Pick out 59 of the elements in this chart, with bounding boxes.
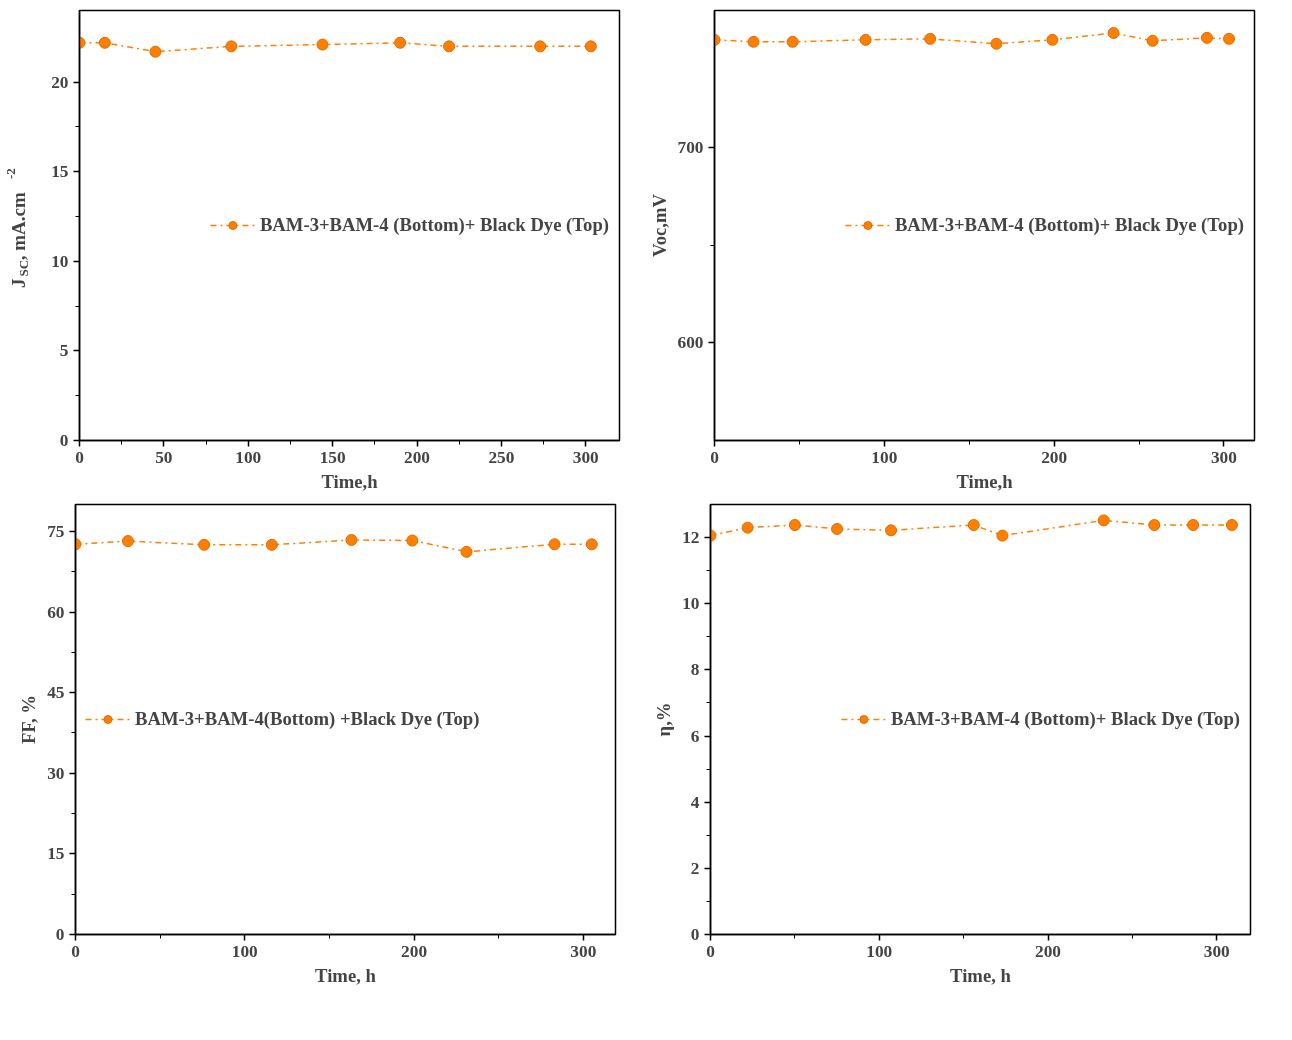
- point: [967, 519, 980, 531]
- y-tick-label: 20: [51, 72, 69, 92]
- x-tick-label: 100: [235, 447, 262, 467]
- y-tick-label: 5: [59, 341, 69, 361]
- y-axis-title: JSC, mA.cm-2: [2, 168, 31, 288]
- y-tick-label: 10: [682, 594, 700, 614]
- y-tick-label: 4: [690, 792, 700, 812]
- x-tick-label: 100: [231, 941, 258, 961]
- point: [831, 522, 844, 535]
- x-tick-label: 300: [1203, 941, 1230, 961]
- x-tick-label: 200: [1035, 941, 1061, 961]
- point: [788, 519, 801, 531]
- point: [996, 529, 1009, 542]
- point: [1225, 519, 1238, 531]
- x-tick-label: 300: [572, 447, 599, 467]
- y-tick-label: 0: [59, 431, 69, 450]
- x-tick-label: 200: [404, 447, 430, 467]
- y-tick-label: 10: [51, 251, 69, 271]
- x-tick-label: 200: [1041, 447, 1068, 467]
- y-tick-label: 12: [682, 528, 700, 548]
- y-axis-title: FF, %: [18, 694, 40, 745]
- legend-label: BAM-3+BAM-4 (Bottom)+ Black Dye (Top): [894, 214, 1244, 236]
- x-tick-label: 150: [319, 447, 346, 467]
- y-tick-label: 60: [47, 602, 65, 622]
- legend-label: BAM-3+BAM-4 (Bottom)+ Black Dye (Top): [259, 214, 609, 236]
- y-tick-label: 0: [690, 925, 700, 944]
- y-tick-label: 15: [47, 844, 65, 864]
- y-tick-label: 700: [677, 137, 704, 157]
- y-axis-title: Voc,mV: [648, 193, 670, 258]
- point: [1148, 519, 1161, 531]
- x-tick-label: 250: [488, 447, 515, 467]
- x-tick-label: 50: [155, 447, 173, 467]
- x-axis-title: Time,h: [956, 470, 1014, 492]
- y-tick-label: 2: [690, 858, 700, 878]
- point: [1097, 514, 1110, 527]
- y-tick-label: 600: [677, 333, 704, 353]
- x-tick-label: 100: [871, 447, 898, 467]
- x-axis-title: Time, h: [315, 964, 377, 986]
- x-tick-label: 300: [570, 941, 597, 961]
- x-axis-title: Time, h: [950, 964, 1012, 986]
- point: [885, 524, 898, 537]
- legend-label: BAM-3+BAM-4(Bottom) +Black Dye (Top): [135, 708, 480, 730]
- x-tick-label: 0: [75, 447, 84, 467]
- y-tick-label: 8: [690, 660, 700, 680]
- y-tick-label: 0: [55, 925, 65, 944]
- point: [1187, 519, 1200, 531]
- x-axis-title: Time,h: [321, 470, 379, 492]
- y-axis-title: η,%: [653, 702, 675, 737]
- y-tick-label: 15: [51, 162, 69, 182]
- x-tick-label: 300: [1210, 447, 1237, 467]
- y-tick-label: 6: [690, 726, 700, 746]
- x-tick-label: 0: [710, 447, 719, 467]
- x-tick-label: 200: [401, 941, 428, 961]
- y-tick-label: 75: [47, 521, 65, 541]
- y-tick-label: 45: [47, 683, 65, 703]
- x-tick-label: 100: [866, 941, 893, 961]
- point: [741, 521, 754, 534]
- legend-label: BAM-3+BAM-4 (Bottom)+ Black Dye (Top): [890, 708, 1240, 730]
- y-tick-label: 30: [47, 763, 65, 783]
